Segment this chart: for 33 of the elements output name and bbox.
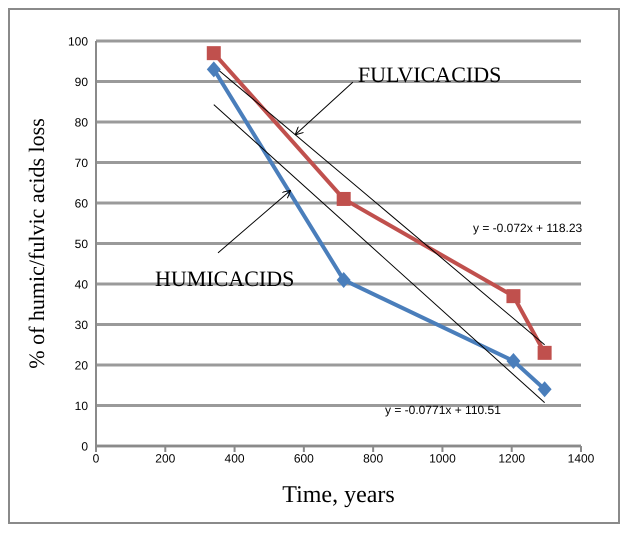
y-tick-label: 50	[74, 236, 88, 251]
y-tick-label: 90	[74, 74, 88, 89]
annotation: y = -0.0771x + 110.51	[385, 403, 502, 417]
point	[336, 192, 351, 206]
point	[506, 289, 520, 304]
x-tick-label: 400	[224, 452, 245, 466]
point	[206, 61, 221, 78]
y-axis-title: % of humic/fulvic acids loss	[24, 118, 49, 369]
point	[538, 381, 552, 398]
y-tick-label: 0	[81, 439, 88, 454]
x-tick-label: 1200	[498, 452, 526, 466]
y-tick-label: 20	[74, 358, 88, 372]
x-tick-label: 0	[92, 452, 100, 466]
y-tick-label: 100	[68, 34, 88, 48]
annotation: y = -0.072x + 118.23	[473, 221, 583, 235]
annotation: HUMICACIDS	[155, 266, 294, 291]
annotation: FULVICACIDS	[358, 62, 502, 88]
x-axis-title: Time, years	[282, 482, 395, 508]
point	[538, 346, 552, 360]
y-tick-label: 80	[74, 115, 88, 130]
x-tick-label: 200	[155, 452, 176, 466]
point	[506, 352, 520, 369]
point	[206, 46, 221, 60]
x-tick-label: 600	[294, 452, 314, 466]
point	[336, 272, 351, 288]
x-tick-label: 1000	[429, 452, 456, 466]
x-tick-label: 800	[363, 452, 384, 466]
y-tick-label: 30	[74, 318, 88, 332]
y-tick-label: 60	[74, 196, 88, 210]
y-tick-label: 70	[74, 156, 88, 170]
x-tick-label: 1400	[568, 452, 595, 466]
y-tick-label: 10	[74, 398, 88, 413]
y-tick-label: 40	[74, 277, 88, 292]
